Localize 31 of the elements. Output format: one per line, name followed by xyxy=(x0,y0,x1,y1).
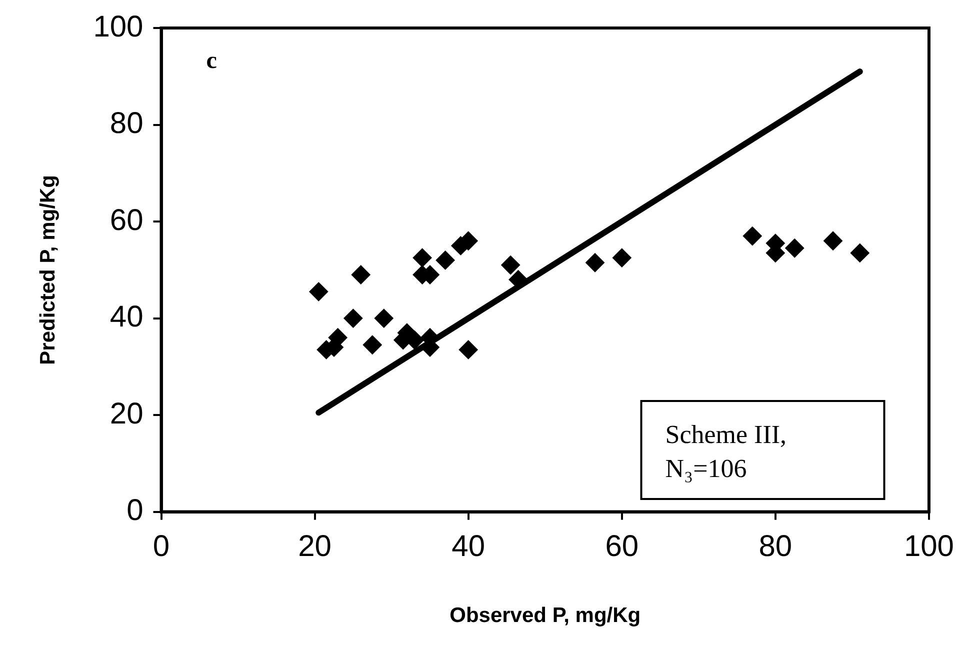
annotation: c xyxy=(206,48,218,74)
y-axis-title: Predicted P, mg/Kg xyxy=(36,174,60,365)
point xyxy=(458,340,478,360)
point xyxy=(362,335,382,354)
y-tick-label: 60 xyxy=(110,204,144,237)
y-tick-label: 20 xyxy=(110,397,144,430)
x-tick-label: 100 xyxy=(904,530,954,564)
y-tick-label: 100 xyxy=(93,10,144,44)
point xyxy=(501,256,520,275)
point xyxy=(344,308,363,328)
point xyxy=(436,250,455,270)
x-axis-title: Observed P, mg/Kg xyxy=(450,604,641,628)
y-tick-label: 0 xyxy=(126,494,144,528)
y-tick-label: 80 xyxy=(110,107,144,140)
point xyxy=(351,265,370,284)
point xyxy=(412,248,432,268)
point xyxy=(586,253,605,272)
point xyxy=(742,226,762,246)
point xyxy=(374,308,394,328)
annotation: Scheme III, N₃=106 xyxy=(665,420,787,483)
x-tick-label: 40 xyxy=(452,530,486,564)
point xyxy=(612,248,632,268)
point xyxy=(785,238,804,258)
y-tick-label: 40 xyxy=(110,300,144,334)
point xyxy=(850,243,870,262)
x-tick-label: 0 xyxy=(152,530,170,564)
x-tick-label: 20 xyxy=(298,530,332,564)
point xyxy=(824,231,843,250)
x-tick-label: 80 xyxy=(758,530,792,564)
point xyxy=(309,282,328,302)
x-tick-label: 60 xyxy=(605,530,639,564)
